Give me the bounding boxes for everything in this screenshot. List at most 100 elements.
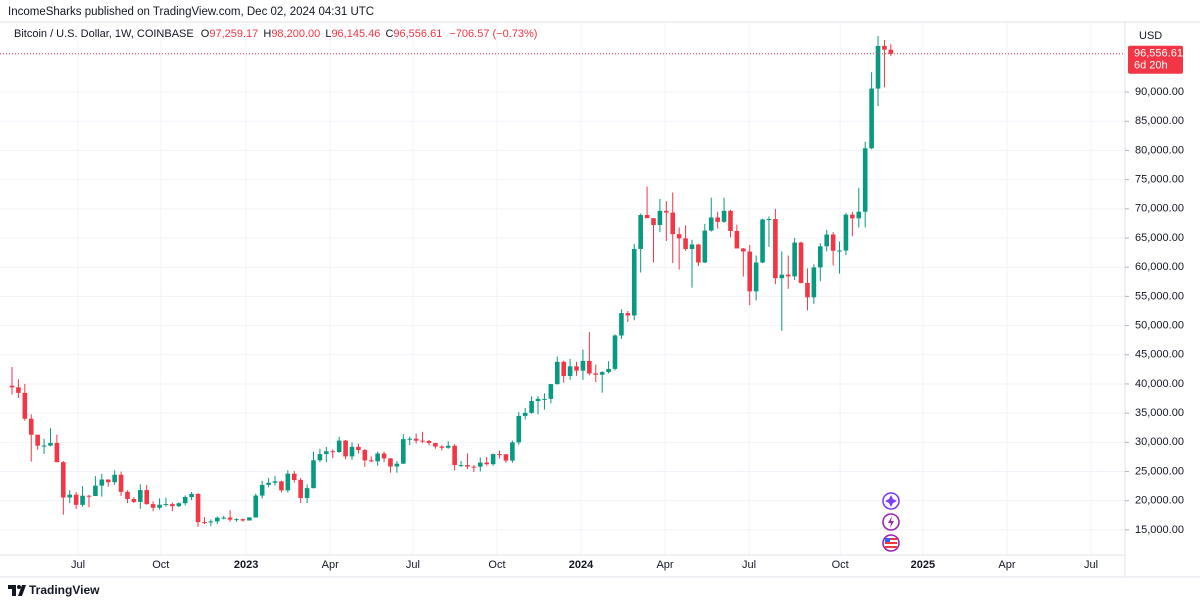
candle-body — [452, 445, 457, 466]
candle-body — [420, 440, 425, 442]
candle-body — [330, 451, 336, 453]
candle-body — [86, 495, 92, 497]
candle-body — [593, 373, 599, 375]
flag-stripe — [885, 544, 897, 546]
candle-body — [644, 214, 650, 219]
candle-body — [734, 230, 740, 249]
candle-body — [862, 148, 868, 212]
y-tick-label: 90,000.00 — [1135, 86, 1184, 98]
candle-body — [35, 434, 40, 446]
y-tick-label: 65,000.00 — [1135, 232, 1184, 244]
candle-body — [22, 392, 28, 419]
legend: Bitcoin / U.S. Dollar, 1W, COINBASE O97,… — [14, 28, 537, 40]
candle-body — [580, 360, 586, 371]
candle-body — [253, 495, 259, 518]
candle-body — [208, 521, 214, 523]
candle-body — [105, 479, 111, 483]
candle-body — [458, 465, 464, 467]
candle-body — [298, 479, 303, 499]
candle-body — [837, 250, 842, 252]
x-tick-label: Jul — [406, 559, 420, 571]
candle-body — [118, 474, 124, 492]
candle-body — [484, 462, 490, 465]
y-tick-label: 20,000.00 — [1135, 495, 1184, 507]
candle-body — [843, 214, 849, 251]
candle-body — [798, 242, 804, 283]
ohlc-value: 96,145.46 — [331, 28, 380, 40]
candle-body — [683, 238, 688, 249]
brand-name: TradingView — [29, 583, 100, 597]
candle-body — [535, 398, 541, 402]
candle-body — [272, 481, 278, 483]
candle-body — [490, 454, 496, 465]
candle-body — [125, 491, 130, 500]
ohlc-key: O — [201, 28, 210, 40]
candle-body — [240, 519, 246, 521]
candle-body — [317, 454, 323, 461]
candle-body — [28, 418, 34, 435]
candle-body — [445, 445, 451, 448]
currency-label: USD — [1139, 30, 1162, 42]
candle-body — [529, 401, 534, 413]
candle-body — [433, 443, 438, 447]
candle-body — [202, 522, 207, 524]
candle-body — [561, 361, 566, 377]
candle-body — [356, 446, 361, 451]
y-tick-label: 70,000.00 — [1135, 203, 1184, 215]
candle-body — [664, 210, 669, 213]
candle-body — [99, 479, 105, 486]
y-tick-label: 15,000.00 — [1135, 524, 1184, 536]
candle-body — [773, 219, 778, 279]
candle-body — [471, 466, 477, 468]
flag-stripe — [885, 540, 897, 542]
y-tick-label: 60,000.00 — [1135, 261, 1184, 273]
candle-body — [760, 219, 765, 263]
candle-body — [195, 493, 201, 523]
candle-body — [702, 230, 708, 263]
candle-body — [368, 460, 374, 462]
candle-body — [182, 497, 188, 504]
candle-body — [811, 267, 817, 298]
event-icon-glyph — [888, 516, 894, 528]
candle-body — [144, 490, 150, 505]
last-price-label: 96,556.61 — [1134, 48, 1183, 60]
candle-body — [779, 274, 785, 279]
candle-body — [80, 495, 85, 505]
candle-body — [67, 494, 73, 498]
candle-body — [291, 473, 297, 480]
flag-icon — [885, 538, 897, 548]
candle-body — [516, 415, 522, 443]
candle-body — [112, 474, 117, 483]
event-icon-glyph — [885, 495, 897, 507]
y-tick-label: 25,000.00 — [1135, 465, 1184, 477]
candle-body — [753, 262, 759, 292]
candle-body — [747, 251, 753, 292]
ohlc-value: 98,200.00 — [271, 28, 320, 40]
candle-body — [875, 45, 881, 89]
candle-body — [304, 488, 310, 499]
x-tick-label: Apr — [322, 559, 339, 571]
brand: TradingView — [8, 583, 100, 597]
candle-body — [503, 454, 509, 461]
y-tick-label: 80,000.00 — [1135, 144, 1184, 156]
candle-body — [214, 517, 220, 522]
x-tick-label: Apr — [656, 559, 673, 571]
x-tick-label: Jul — [742, 559, 756, 571]
candle-body — [73, 494, 79, 505]
candle-body — [227, 517, 233, 520]
candle-body — [599, 372, 605, 375]
candle-body — [567, 366, 573, 377]
y-tick-label: 30,000.00 — [1135, 436, 1184, 448]
brand-logo — [8, 585, 26, 596]
x-tick-label: Apr — [998, 559, 1015, 571]
x-tick-label: Oct — [832, 559, 849, 571]
candle-body — [311, 460, 316, 489]
ohlc-key: C — [385, 28, 393, 40]
candle-body — [41, 445, 47, 447]
candle-body — [137, 490, 143, 502]
candle-body — [465, 465, 470, 467]
x-tick-label: Jul — [71, 559, 85, 571]
candle-body — [689, 244, 695, 249]
candle-body — [266, 482, 271, 485]
